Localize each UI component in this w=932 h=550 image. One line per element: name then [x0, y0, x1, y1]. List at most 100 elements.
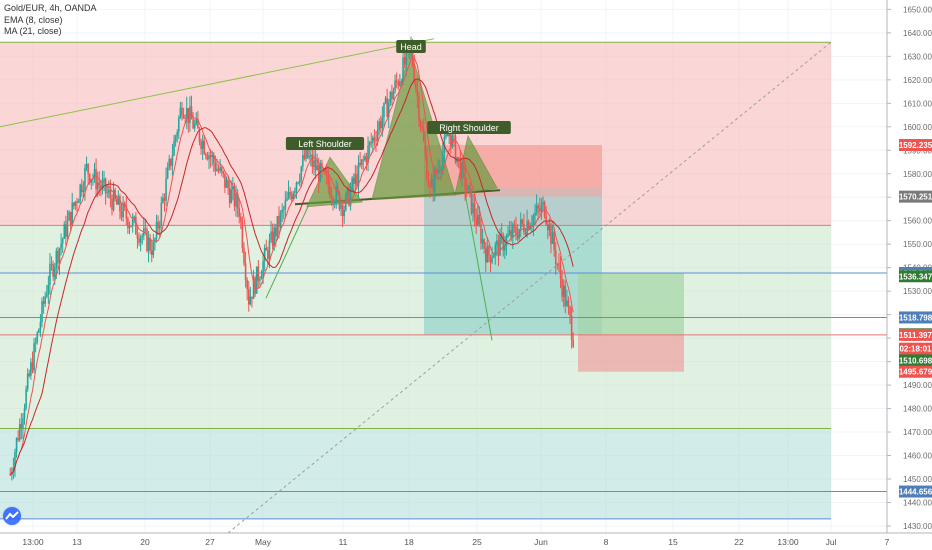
- time-tick-label: Jul: [826, 537, 837, 547]
- candle-body: [434, 169, 436, 192]
- price-label: 1536.347: [899, 272, 932, 281]
- candle-body: [232, 186, 234, 190]
- time-axis-ticks[interactable]: 13:00 13 20 27 May 11 18 25 Jun 8 15 22 13:00 Jul 7: [22, 537, 889, 547]
- candle-body: [532, 215, 535, 225]
- candle-body: [20, 424, 23, 429]
- candle-body: [462, 161, 465, 169]
- candle-body: [33, 343, 35, 371]
- candle-body: [488, 246, 490, 256]
- candle-body: [454, 136, 457, 163]
- candle-body: [386, 98, 388, 117]
- time-tick-label: 22: [734, 537, 744, 547]
- candle-body: [451, 135, 454, 147]
- candle-body: [58, 248, 61, 264]
- candle-body: [508, 230, 511, 235]
- candle-body: [457, 157, 460, 159]
- candle-body: [224, 173, 226, 188]
- candle-body: [383, 102, 385, 118]
- candle-body: [157, 221, 159, 229]
- candle-body: [537, 205, 540, 209]
- tradingview-logo[interactable]: [2, 506, 22, 526]
- candle-body: [112, 189, 115, 210]
- candle-body: [367, 145, 369, 163]
- price-axis-labels: 1592.2351570.2511537.7361536.3471518.798…: [899, 139, 932, 498]
- ma-legend[interactable]: MA (21, close): [4, 26, 62, 36]
- candle-body: [44, 296, 46, 304]
- candle-body: [216, 168, 218, 171]
- candle-body: [310, 154, 312, 157]
- candle-body: [438, 168, 441, 171]
- candle-body: [246, 280, 248, 290]
- drop-projection-line: [464, 192, 493, 341]
- candle-body: [306, 145, 309, 158]
- candle-body: [179, 107, 182, 118]
- moving-averages: [9, 56, 574, 475]
- candle-body: [230, 189, 233, 203]
- candle-body: [561, 278, 563, 297]
- candle-body: [133, 216, 136, 219]
- candle-body: [548, 224, 551, 231]
- candle-body: [222, 171, 225, 174]
- ema-legend[interactable]: EMA (8, close): [4, 14, 63, 25]
- candle-body: [418, 96, 420, 121]
- price-label: 1511.397: [899, 331, 932, 340]
- price-tick-label: 1430.000: [903, 522, 932, 531]
- candle-body: [424, 141, 427, 154]
- tradingview-logo-icon: [3, 507, 21, 525]
- head-label-bg: [396, 40, 426, 53]
- price-tick-label: 1620.000: [903, 76, 932, 85]
- candle-body: [141, 235, 144, 238]
- candle-body: [542, 201, 544, 205]
- candle-body: [79, 184, 81, 201]
- symbol-title[interactable]: Gold/EUR, 4h, OANDA: [4, 3, 97, 13]
- candle-body: [337, 186, 339, 192]
- candle-body: [357, 162, 360, 187]
- candle-body: [349, 189, 352, 206]
- candle-body: [518, 228, 520, 239]
- candle-body: [119, 196, 121, 212]
- candle-body: [176, 132, 178, 137]
- candle-body: [389, 91, 392, 103]
- price-label-bg: [899, 139, 932, 152]
- price-label-bg: [899, 328, 932, 341]
- candle-body: [499, 233, 501, 256]
- candle-body: [432, 178, 435, 192]
- candle-body: [181, 107, 183, 116]
- candle-body: [184, 117, 186, 119]
- candle-body: [214, 162, 217, 171]
- candle-body: [171, 155, 174, 166]
- candle-body: [335, 186, 338, 203]
- candle-body: [567, 300, 570, 308]
- candle-body: [472, 202, 474, 214]
- candle-body: [139, 237, 142, 243]
- candle-body: [305, 145, 307, 159]
- candle-body: [535, 205, 538, 213]
- candle-body: [553, 232, 555, 251]
- price-tick-label: 1460.000: [903, 452, 932, 461]
- candle-body: [208, 155, 210, 160]
- candle-body: [257, 266, 260, 281]
- candle-body: [429, 186, 431, 188]
- candle-body: [61, 238, 64, 244]
- candle-body: [209, 155, 212, 158]
- candle-body: [71, 202, 74, 225]
- candle-body: [106, 192, 109, 194]
- candle-body: [387, 102, 390, 117]
- candle-body: [391, 91, 393, 100]
- candle-body: [356, 174, 358, 187]
- candle-body: [45, 293, 48, 297]
- price-label: 02:18:01: [899, 345, 932, 354]
- candle-body: [73, 202, 75, 206]
- candle-body: [478, 214, 481, 225]
- long-target-zone: [578, 273, 684, 335]
- candle-body: [57, 250, 59, 264]
- candle-body: [340, 204, 342, 210]
- price-tick-label: 1640.000: [903, 29, 932, 38]
- candle-body: [68, 211, 70, 221]
- long-stop-zone: [578, 334, 684, 372]
- candle-body: [295, 182, 298, 191]
- candle-body: [212, 155, 215, 163]
- candle-body: [53, 267, 56, 277]
